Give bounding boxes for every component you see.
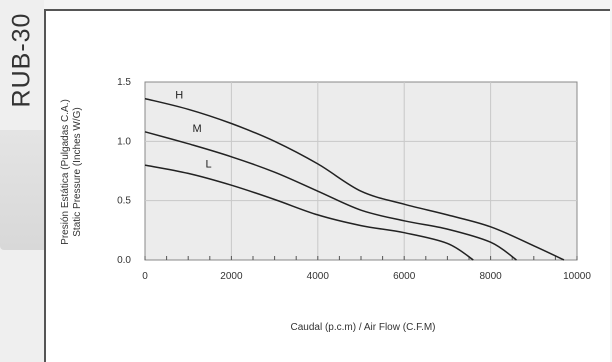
y-axis-title-spanish: Presión Estática (Pulgadas C.A.) — [60, 99, 71, 245]
x-tick-label: 6000 — [393, 271, 416, 282]
y-tick-label: 1.0 — [117, 136, 131, 147]
x-tick-label: 8000 — [479, 271, 502, 282]
curve-l — [144, 164, 474, 261]
curve-h — [144, 97, 565, 261]
curve-m — [144, 131, 517, 261]
curve-label-h: H — [175, 90, 183, 102]
y-axis-title-english: Static Pressure (Inches W/G) — [72, 107, 83, 236]
y-tick-label: 0.5 — [117, 196, 131, 207]
y-tick-label: 0.0 — [117, 255, 131, 266]
plot-area — [144, 81, 578, 261]
curve-label-m: M — [193, 123, 202, 135]
curve-label-l: L — [205, 158, 211, 170]
x-tick-label: 0 — [142, 271, 148, 282]
y-tick-label: 1.5 — [117, 77, 131, 88]
side-tab: RUB-30 — [0, 0, 44, 362]
x-tick-label: 4000 — [307, 271, 330, 282]
x-axis-title: Caudal (p.c.m) / Air Flow (C.F.M) — [290, 322, 435, 333]
side-tab-shade — [0, 130, 44, 250]
x-tick-label: 2000 — [220, 271, 243, 282]
x-tick-label: 10000 — [563, 271, 591, 282]
